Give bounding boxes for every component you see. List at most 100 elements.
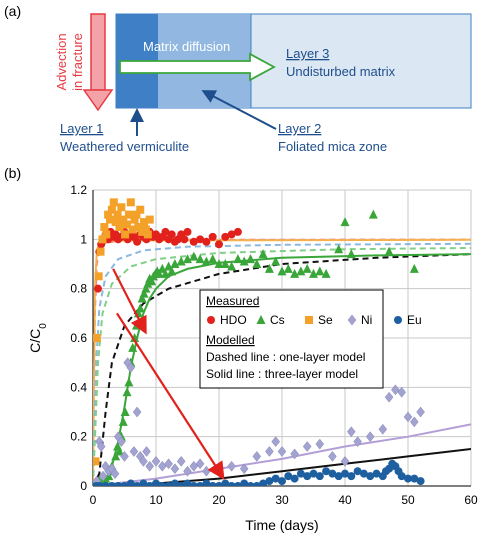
data-point-ni <box>378 423 388 435</box>
data-point-eu <box>303 472 312 481</box>
data-point-cs <box>170 259 180 268</box>
advection-arrow <box>82 13 114 112</box>
data-point-eu <box>95 482 104 486</box>
data-point-eu <box>233 482 242 486</box>
data-point-se <box>109 198 118 207</box>
data-point-cs <box>384 246 394 256</box>
data-point-cs <box>208 254 218 264</box>
data-point-cs <box>160 268 170 278</box>
data-point-cs <box>176 256 186 266</box>
x-tick-label: 50 <box>401 493 415 507</box>
legend-label-cs: Cs <box>270 313 285 327</box>
matrix-diffusion-label: Matrix diffusion <box>143 39 230 54</box>
data-point-se <box>143 230 152 239</box>
data-point-ni <box>391 384 400 396</box>
data-point-hdo <box>161 227 170 236</box>
data-point-cs <box>130 333 140 342</box>
model-curve-se-dashed <box>93 242 471 486</box>
data-point-eu <box>328 469 337 478</box>
data-point-eu <box>107 482 116 486</box>
data-point-eu <box>221 479 230 486</box>
series-ni <box>93 357 425 486</box>
legend-dashed-desc: Dashed line : one-layer model <box>206 350 365 364</box>
legend-box <box>199 289 384 389</box>
data-point-hdo <box>233 227 242 236</box>
data-point-se <box>111 218 120 227</box>
legend-marker-ni <box>347 314 357 326</box>
data-point-cs <box>252 259 262 268</box>
data-point-se <box>134 223 143 231</box>
data-point-se <box>124 210 133 219</box>
y-tick-label: 0.4 <box>70 380 87 394</box>
annotation-arrow <box>116 312 225 480</box>
x-tick-label: 20 <box>212 493 226 507</box>
data-point-ni <box>252 450 262 462</box>
data-point-hdo <box>196 235 205 244</box>
data-point-ni <box>227 460 236 472</box>
legend-label-hdo: HDO <box>220 313 247 327</box>
series-eu <box>93 459 425 486</box>
data-point-eu <box>290 474 299 483</box>
data-point-ni <box>189 460 199 472</box>
data-point-eu <box>353 467 362 476</box>
data-point-se <box>145 215 154 224</box>
data-point-eu <box>189 482 198 486</box>
legend: Measured HDO Cs Se Ni Eu Modelled Dashed lin… <box>199 289 422 389</box>
data-point-eu <box>164 482 173 486</box>
data-point-hdo <box>94 284 103 293</box>
data-point-ni <box>170 463 180 475</box>
data-point-ni <box>96 441 106 452</box>
data-point-se <box>107 205 116 214</box>
data-point-se <box>136 205 145 214</box>
data-point-ni <box>346 426 356 438</box>
data-point-hdo <box>215 240 223 249</box>
data-point-eu <box>347 472 356 481</box>
data-point-cs <box>183 254 192 264</box>
data-point-ni <box>110 468 120 480</box>
x-tick-label: 0 <box>90 493 97 507</box>
layer3-title: Layer 3 <box>286 46 329 61</box>
data-point-cs <box>296 266 306 276</box>
data-point-cs <box>120 407 130 416</box>
data-point-eu <box>334 472 343 481</box>
data-point-ni <box>416 406 425 418</box>
series-se <box>93 198 154 466</box>
data-point-ni <box>132 406 142 418</box>
data-point-ni <box>277 446 287 457</box>
data-point-eu <box>341 469 349 478</box>
x-tick-label: 40 <box>338 493 352 507</box>
data-point-cs <box>346 249 356 259</box>
data-point-cs <box>114 446 124 456</box>
data-point-cs <box>214 259 224 268</box>
data-point-se <box>140 218 149 227</box>
data-point-eu <box>372 469 381 478</box>
model-curve-cs-dashed-black <box>93 253 471 486</box>
data-point-ni <box>164 458 173 470</box>
data-point-ni <box>126 362 136 374</box>
data-point-cs <box>141 283 151 293</box>
data-point-ni <box>384 391 394 403</box>
data-point-se <box>100 223 109 231</box>
layer2-title: Layer 2 <box>278 121 321 136</box>
data-point-eu <box>139 479 148 486</box>
data-point-eu <box>114 482 123 486</box>
data-point-cs <box>271 256 281 266</box>
data-point-cs <box>290 268 300 278</box>
data-point-se <box>102 230 111 239</box>
data-point-cs <box>340 217 350 227</box>
data-point-eu <box>126 479 135 486</box>
y-axis-title: C/C0 <box>27 323 49 353</box>
legend-marker-hdo <box>207 316 215 324</box>
panel-b-label: (b) <box>4 165 21 181</box>
data-point-se <box>128 225 137 234</box>
data-point-se <box>130 215 139 224</box>
data-point-eu <box>145 482 154 486</box>
data-point-se <box>117 203 126 212</box>
data-point-ni <box>142 446 151 457</box>
data-point-hdo <box>183 227 192 236</box>
data-point-eu <box>158 482 167 486</box>
data-point-cs <box>239 256 249 266</box>
data-point-se <box>126 198 135 207</box>
data-point-se <box>113 210 122 219</box>
data-point-cs <box>135 303 145 313</box>
